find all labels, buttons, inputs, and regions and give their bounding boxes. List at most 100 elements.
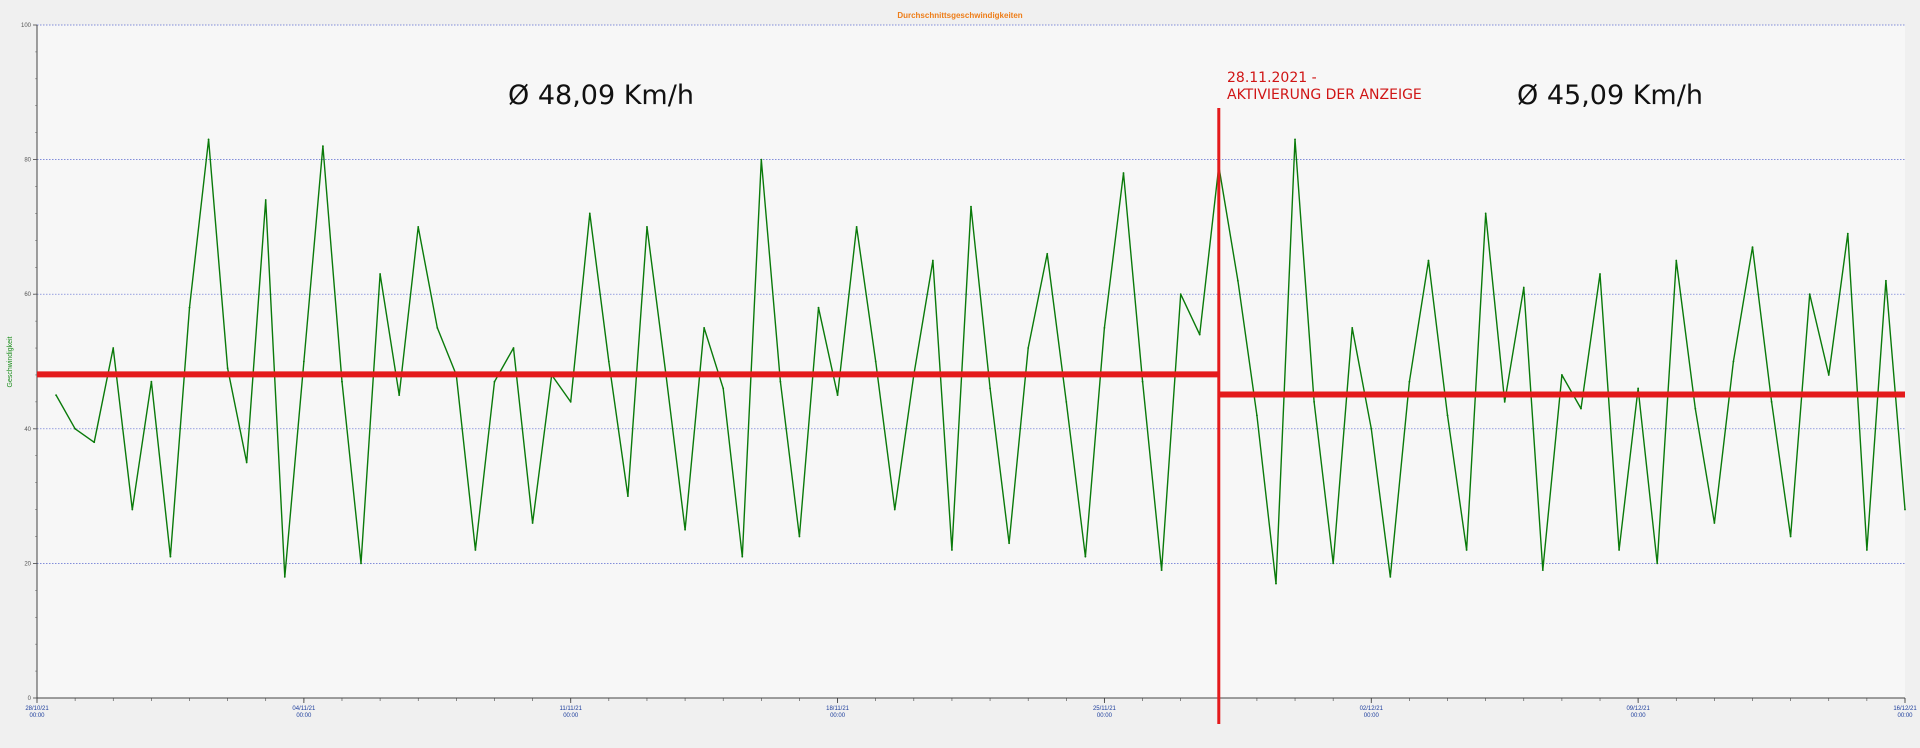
data-point [893, 508, 896, 511]
data-point [1770, 400, 1773, 403]
data-point [1503, 400, 1506, 403]
data-point [1446, 414, 1449, 417]
data-point [1256, 414, 1258, 417]
data-point [283, 575, 286, 578]
y-axis-ticks: 0 20 40 60 80 100 [21, 23, 37, 702]
data-point [1541, 569, 1544, 572]
data-point [1179, 293, 1182, 296]
data-point [722, 387, 725, 390]
data-point [1789, 535, 1792, 538]
data-point [874, 360, 877, 363]
data-point [1580, 407, 1582, 410]
y-tick-label: 20 [24, 561, 31, 567]
grid [37, 24, 1905, 564]
plot-area [37, 25, 1905, 698]
chart-title: Durchschnittsgeschwindigkeiten [897, 11, 1022, 20]
data-point [493, 380, 496, 383]
data-point [322, 145, 324, 148]
data-point [1198, 333, 1201, 336]
y-tick-label: 0 [28, 696, 32, 702]
data-point [569, 400, 572, 403]
data-point [1885, 279, 1887, 282]
x-tick-label-time: 00:00 [563, 713, 579, 719]
data-point [264, 199, 267, 201]
x-tick-label-date: 02/12/21 [1360, 706, 1384, 712]
data-point [245, 461, 248, 464]
data-point [1141, 380, 1144, 383]
x-tick-label-time: 00:00 [1897, 713, 1913, 719]
data-point [1008, 542, 1011, 545]
y-axis-label: Geschwindigkeit [7, 336, 14, 387]
data-point [741, 555, 744, 558]
data-point [951, 549, 953, 551]
y-tick-label: 40 [24, 427, 31, 433]
data-point [1160, 569, 1163, 572]
data-point [1751, 246, 1754, 248]
data-point [970, 205, 972, 208]
data-point [474, 549, 477, 551]
data-point [1637, 387, 1640, 390]
x-tick-label-date: 28/10/21 [25, 706, 49, 712]
data-point [131, 508, 134, 511]
data-point [779, 380, 782, 383]
data-point [93, 441, 96, 444]
x-tick-label-time: 00:00 [1097, 713, 1113, 719]
data-point [1484, 212, 1487, 215]
data-point [55, 394, 57, 397]
data-point [1236, 279, 1239, 282]
data-point [703, 326, 706, 329]
data-point [112, 347, 115, 349]
data-point [1599, 273, 1601, 275]
data-point [1046, 252, 1049, 255]
data-point [588, 212, 591, 215]
x-tick-label-time: 00:00 [29, 713, 45, 719]
x-tick-label-date: 09/12/21 [1626, 706, 1650, 712]
data-point [1465, 549, 1468, 551]
data-point [1827, 374, 1830, 376]
data-point [417, 226, 420, 228]
data-point [74, 427, 77, 430]
x-axis-ticks: 28/10/2100:0004/11/2100:0011/11/2100:001… [25, 698, 1917, 719]
data-point [207, 138, 210, 141]
data-point [1427, 259, 1430, 262]
x-tick-label-time: 00:00 [1631, 713, 1647, 719]
avg-before-label: Ø 48,09 Km/h [508, 80, 694, 111]
data-point [1808, 293, 1811, 296]
data-point [817, 306, 820, 309]
data-point [646, 226, 648, 228]
data-point [1904, 508, 1906, 511]
data-point [855, 226, 858, 228]
data-point [1618, 549, 1620, 551]
data-point [169, 555, 172, 558]
data-point [798, 535, 801, 538]
series-line [55, 138, 1906, 585]
data-point [1103, 326, 1106, 329]
data-point [1389, 575, 1392, 578]
x-tick-label-date: 04/11/21 [292, 706, 316, 712]
data-point [1865, 549, 1868, 551]
data-point [626, 495, 629, 497]
reference-lines [37, 108, 1905, 724]
avg-after-label: Ø 45,09 Km/h [1517, 80, 1703, 111]
data-point [1560, 374, 1563, 376]
data-point [989, 387, 991, 390]
event-label-line2: AKTIVIERUNG DER ANZEIGE [1227, 87, 1422, 103]
data-point [1522, 286, 1525, 289]
data-point [1732, 360, 1735, 363]
data-point [1694, 407, 1697, 410]
data-point [760, 158, 763, 161]
x-tick-label-date: 16/12/21 [1893, 706, 1917, 712]
data-point [302, 360, 305, 363]
data-point [1027, 347, 1030, 349]
data-point [1370, 427, 1373, 430]
data-point [1294, 138, 1296, 141]
x-tick-label-date: 11/11/21 [559, 706, 582, 712]
data-point [1122, 172, 1125, 174]
data-point [1065, 400, 1068, 403]
data-point [1846, 232, 1849, 235]
event-label-line1: 28.11.2021 - [1227, 70, 1317, 86]
data-point [1713, 522, 1716, 524]
data-point [836, 394, 839, 397]
